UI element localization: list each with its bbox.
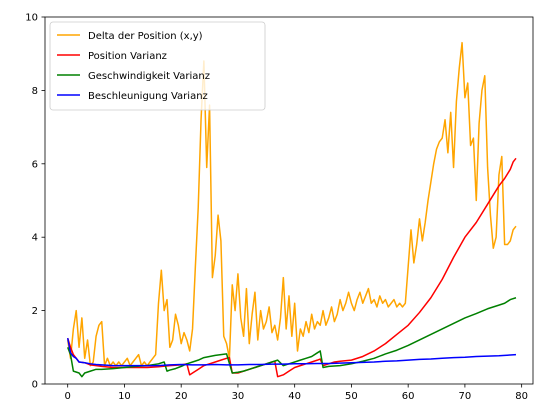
legend-entry-4: Beschleunigung Varianz xyxy=(88,91,208,102)
series-line-3 xyxy=(67,297,517,378)
legend-entry-1: Delta der Position (x,y) xyxy=(88,31,203,42)
legend: Delta der Position (x,y) Position Varianz… xyxy=(49,21,266,111)
y-tick-label: 8 xyxy=(32,86,38,97)
x-tick-label: 80 xyxy=(515,391,528,402)
x-tick-label: 70 xyxy=(459,391,472,402)
series-line-4 xyxy=(66,337,517,367)
x-tick-label: 20 xyxy=(175,391,188,402)
y-tick-label: 6 xyxy=(32,159,38,170)
y-axis-ticks: 0 2 4 6 8 10 xyxy=(25,13,45,391)
legend-box xyxy=(49,21,266,111)
y-tick-label: 4 xyxy=(32,233,38,244)
legend-entry-3: Geschwindigkeit Varianz xyxy=(88,71,210,82)
x-axis-ticks: 0 10 20 30 40 50 60 70 80 xyxy=(65,384,528,402)
plot-area-frame xyxy=(44,16,534,385)
x-tick-label: 30 xyxy=(232,391,245,402)
x-tick-label: 10 xyxy=(118,391,131,402)
x-tick-label: 50 xyxy=(345,391,358,402)
legend-entry-2: Position Varianz xyxy=(88,51,167,62)
series-line-1 xyxy=(66,41,517,367)
y-tick-label: 0 xyxy=(32,380,38,391)
x-tick-label: 40 xyxy=(288,391,301,402)
y-tick-label: 10 xyxy=(25,13,38,24)
series-layer xyxy=(66,41,517,378)
x-tick-label: 0 xyxy=(65,391,71,402)
x-tick-label: 60 xyxy=(402,391,415,402)
y-tick-label: 2 xyxy=(32,306,38,317)
